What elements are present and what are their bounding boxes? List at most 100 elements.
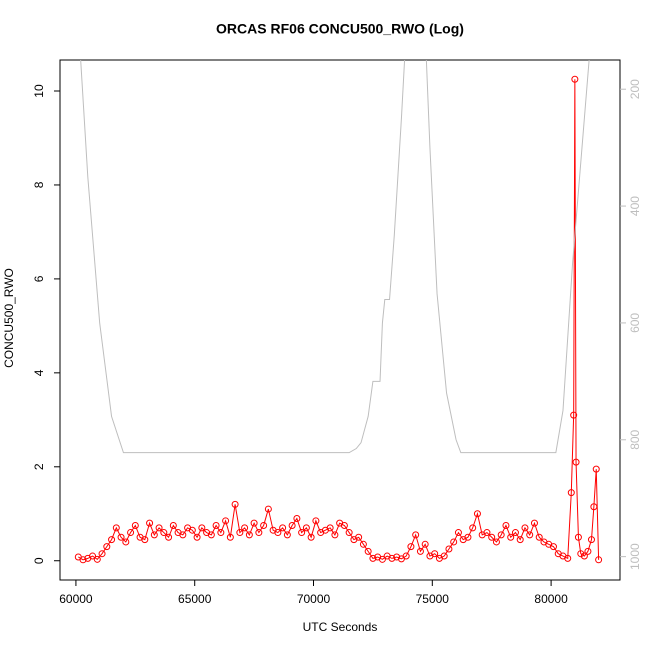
data-point [577,550,585,558]
data-point [331,531,339,539]
data-point [364,547,372,555]
data-point [79,556,87,564]
data-point [112,524,120,532]
series-line [80,60,590,454]
data-point [226,533,234,541]
data-point [440,552,448,560]
data-point [298,529,306,537]
x-tick-label: 70000 [297,592,331,606]
data-point [473,510,481,518]
data-point [231,500,239,508]
y2-tick-label: 400 [628,196,642,216]
data-point [416,547,424,555]
data-point [260,522,268,530]
y-tick-label: 0 [32,557,46,564]
data-point [571,75,579,83]
data-point [307,533,315,541]
data-point [388,554,396,562]
data-point [492,538,500,546]
data-point [587,536,595,544]
plot-area [74,60,603,564]
data-point [117,533,125,541]
data-point [521,524,529,532]
data-point [302,524,310,532]
data-point [549,543,557,551]
data-point [564,554,572,562]
data-point [283,531,291,539]
data-point [250,519,258,527]
data-point [345,529,353,537]
data-point [497,531,505,539]
y-tick-label: 8 [32,181,46,188]
data-point [207,531,215,539]
data-point [535,533,543,541]
data-point [93,555,101,563]
data-point [584,547,592,555]
data-point [188,526,196,534]
data-point [103,543,111,551]
data-point [241,524,249,532]
data-point [293,514,301,522]
data-point [222,517,230,525]
data-point [567,489,575,497]
data-point [169,522,177,530]
data-point [464,533,472,541]
data-point [217,529,225,537]
data-point [511,529,519,537]
data-point [264,505,272,513]
data-point [288,522,296,530]
y2-tick-label: 1000 [628,543,642,570]
data-point [160,529,168,537]
data-point [407,543,415,551]
data-point [236,529,244,537]
data-point [165,533,173,541]
data-point [580,552,588,560]
data-point [393,553,401,561]
data-point [193,533,201,541]
data-point [445,545,453,553]
data-point [450,538,458,546]
data-point [402,552,410,560]
data-point [274,529,282,537]
chart-title: ORCAS RF06 CONCU500_RWO (Log) [216,21,464,37]
data-point [245,531,253,539]
data-point [146,519,154,527]
data-point [369,554,377,562]
series-line [78,79,600,561]
data-point [355,533,363,541]
data-point [502,522,510,530]
data-point [150,531,158,539]
data-point [507,533,515,541]
data-point [141,536,149,544]
data-point [378,555,386,563]
data-point [198,524,206,532]
x-axis-label: UTC Seconds [303,620,378,634]
data-point [255,529,263,537]
data-point [98,550,106,558]
data-point [421,540,429,548]
y2-tick-label: 200 [628,79,642,99]
y2-tick-label: 800 [628,429,642,449]
data-point [340,522,348,530]
x-tick-label: 65000 [178,592,212,606]
y2-tick-label: 600 [628,313,642,333]
data-point [131,522,139,530]
plot-frame [59,59,621,581]
data-point [312,517,320,525]
data-point [516,536,524,544]
data-point [412,531,420,539]
data-point [595,556,603,564]
data-point [530,519,538,527]
x-tick-label: 80000 [534,592,568,606]
data-point [122,538,130,546]
y-tick-label: 6 [32,275,46,282]
data-point [212,522,220,530]
data-point [590,503,598,511]
data-point [89,552,97,560]
y-axis-label: CONCU500_RWO [2,268,16,368]
y-tick-label: 2 [32,463,46,470]
data-point [326,524,334,532]
data-point [592,465,600,473]
data-point [469,524,477,532]
